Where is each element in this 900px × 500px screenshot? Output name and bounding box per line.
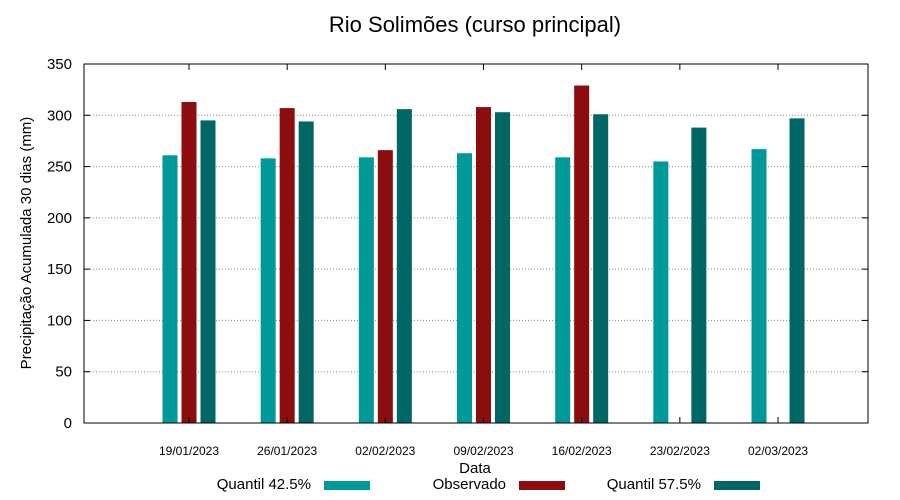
legend-swatch	[714, 481, 760, 490]
x-tick-label: 23/02/2023	[650, 444, 710, 458]
bar	[200, 120, 216, 424]
x-tick-label: 02/03/2023	[748, 444, 808, 458]
y-tick-label: 250	[47, 159, 72, 176]
bars	[162, 85, 805, 424]
x-tick-label: 02/02/2023	[355, 444, 415, 458]
bar	[495, 112, 511, 424]
legend-swatch	[324, 481, 370, 490]
bar	[377, 150, 393, 423]
bar	[358, 157, 374, 423]
x-tick-label: 09/02/2023	[453, 444, 513, 458]
y-axis-label: Precipitação Acumulada 30 dias (mm)	[18, 117, 35, 370]
y-tick-label: 300	[47, 107, 72, 124]
bar	[789, 118, 805, 423]
plot-frame	[83, 63, 869, 424]
chart-title: Rio Solimões (curso principal)	[329, 12, 621, 37]
bar	[260, 158, 276, 423]
bar	[691, 127, 707, 423]
legend-label: Observado	[433, 476, 506, 493]
x-tick-label: 26/01/2023	[257, 444, 317, 458]
bar	[457, 153, 473, 424]
legend-label: Quantil 42.5%	[217, 476, 311, 493]
bar	[574, 85, 590, 423]
bar	[653, 161, 669, 423]
x-tick-label: 16/02/2023	[552, 444, 612, 458]
y-tick-label: 200	[47, 210, 72, 227]
x-axis-label: Data	[459, 460, 491, 477]
y-tick-label: 50	[55, 364, 72, 381]
legend: Quantil 42.5% Observado Quantil 57.5%	[217, 476, 760, 493]
y-tick-label: 350	[47, 56, 72, 73]
x-tick-label: 19/01/2023	[159, 444, 219, 458]
legend-label: Quantil 57.5%	[607, 476, 701, 493]
bar	[751, 149, 767, 424]
bar	[555, 157, 571, 423]
bar	[396, 109, 412, 423]
y-tick-label: 100	[47, 312, 72, 329]
y-tick-label: 0	[64, 415, 72, 432]
bar	[476, 107, 492, 423]
bar	[162, 155, 178, 423]
bar	[279, 108, 295, 423]
x-axis-ticks: 19/01/2023 26/01/2023 02/02/2023 09/02/2023…	[159, 64, 808, 458]
y-axis-ticks: 0 50 100 150 200 250 300 350	[47, 56, 868, 432]
bar	[593, 114, 609, 423]
bar	[298, 121, 314, 423]
y-tick-label: 150	[47, 261, 72, 278]
legend-swatch	[519, 481, 565, 490]
bar	[181, 101, 197, 424]
